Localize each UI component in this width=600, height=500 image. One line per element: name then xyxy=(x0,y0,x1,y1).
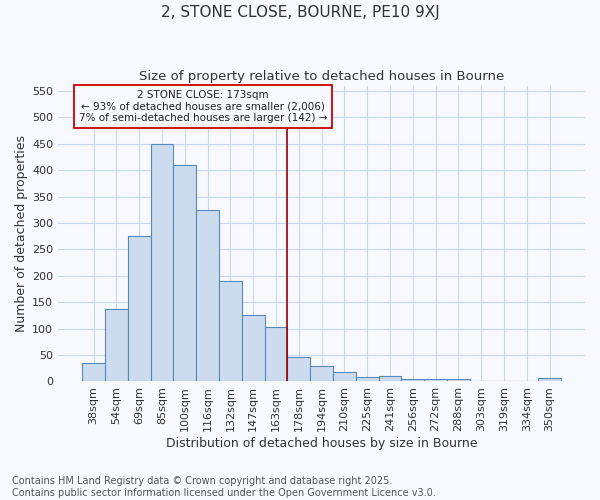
Bar xyxy=(242,316,265,382)
Bar xyxy=(105,309,128,382)
Bar xyxy=(401,379,424,382)
Text: 2 STONE CLOSE: 173sqm
← 93% of detached houses are smaller (2,006)
7% of semi-de: 2 STONE CLOSE: 173sqm ← 93% of detached … xyxy=(79,90,327,124)
Text: Contains HM Land Registry data © Crown copyright and database right 2025.
Contai: Contains HM Land Registry data © Crown c… xyxy=(12,476,436,498)
Bar xyxy=(173,165,196,382)
Bar xyxy=(287,357,310,382)
Bar xyxy=(470,381,493,382)
Bar xyxy=(424,379,447,382)
Bar xyxy=(151,144,173,382)
Bar xyxy=(196,210,219,382)
Bar xyxy=(447,380,470,382)
Bar xyxy=(310,366,333,382)
Bar xyxy=(333,372,356,382)
Y-axis label: Number of detached properties: Number of detached properties xyxy=(15,135,28,332)
Bar xyxy=(493,381,515,382)
Text: 2, STONE CLOSE, BOURNE, PE10 9XJ: 2, STONE CLOSE, BOURNE, PE10 9XJ xyxy=(161,5,439,20)
Bar xyxy=(219,281,242,382)
Title: Size of property relative to detached houses in Bourne: Size of property relative to detached ho… xyxy=(139,70,504,83)
Bar xyxy=(515,381,538,382)
X-axis label: Distribution of detached houses by size in Bourne: Distribution of detached houses by size … xyxy=(166,437,478,450)
Bar xyxy=(538,378,561,382)
Bar xyxy=(128,236,151,382)
Bar xyxy=(265,327,287,382)
Bar xyxy=(82,363,105,382)
Bar xyxy=(356,377,379,382)
Bar xyxy=(379,376,401,382)
